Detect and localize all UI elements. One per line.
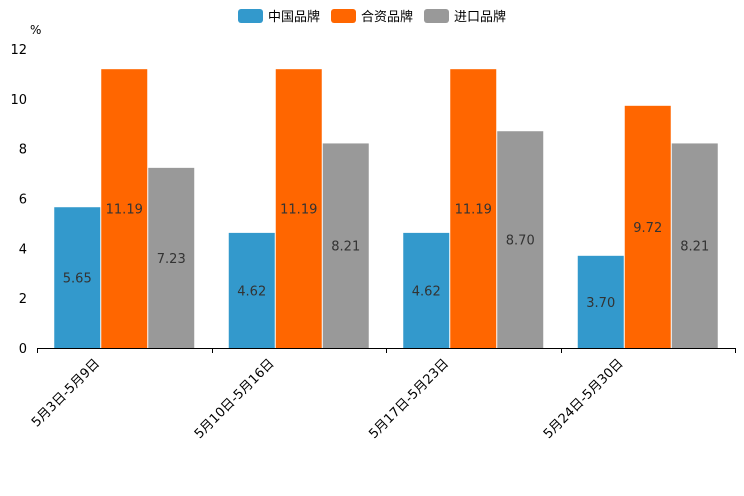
y-axis: 0 2 4 6 8 10 12 <box>10 43 27 357</box>
bar-value-label: 8.21 <box>331 240 360 255</box>
bar-value-label: 9.72 <box>633 221 662 236</box>
y-tick-label: 12 <box>10 43 27 58</box>
x-category-label: 5月17日-5月23日 <box>366 356 452 442</box>
y-tick-label: 10 <box>10 93 27 108</box>
legend-item[interactable]: 中国品牌 <box>238 9 320 25</box>
bar-value-label: 3.70 <box>586 296 615 311</box>
bar-imported-brand <box>148 167 195 348</box>
x-category-label: 5月10日-5月16日 <box>192 356 278 442</box>
bar-value-label: 4.62 <box>412 284 441 299</box>
bar-value-label: 4.62 <box>237 284 266 299</box>
bar-imported-brand <box>671 143 718 348</box>
bar-joint-venture-brand <box>101 69 148 349</box>
bar-joint-venture-brand <box>450 69 497 349</box>
legend: 中国品牌 合资品牌 进口品牌 <box>238 9 506 25</box>
y-tick-label: 4 <box>19 242 27 257</box>
bar-value-label: 7.23 <box>157 252 186 267</box>
bar-joint-venture-brand <box>275 69 322 349</box>
legend-item[interactable]: 进口品牌 <box>424 9 506 25</box>
bars-group: 5.65 11.19 7.23 4.62 11.19 8.21 4.62 11.19 8.70 3… <box>54 69 718 349</box>
legend-label: 进口品牌 <box>454 9 506 25</box>
bar-china-brand <box>577 255 624 348</box>
legend-swatch <box>331 9 356 23</box>
y-tick-label: 8 <box>19 143 27 158</box>
bar-value-label: 11.19 <box>280 203 317 218</box>
legend-swatch <box>424 9 449 23</box>
y-axis-unit-label: % <box>30 23 41 37</box>
y-tick-label: 6 <box>19 193 27 208</box>
x-axis: 5月3日-5月9日 5月10日-5月16日 5月17日-5月23日 5月24日-5月3… <box>29 348 736 442</box>
legend-swatch <box>238 9 263 23</box>
bar-value-label: 11.19 <box>455 203 492 218</box>
bar-imported-brand <box>322 143 369 348</box>
y-tick-label: 2 <box>19 292 27 307</box>
bar-imported-brand <box>497 131 544 348</box>
y-tick-label: 0 <box>19 342 27 357</box>
bar-joint-venture-brand <box>624 105 671 348</box>
legend-label: 中国品牌 <box>268 9 320 25</box>
bar-value-label: 8.70 <box>506 234 535 249</box>
bar-value-label: 5.65 <box>63 272 92 287</box>
bar-china-brand <box>403 232 450 348</box>
x-category-label: 5月24日-5月30日 <box>541 356 627 442</box>
bar-china-brand <box>228 232 275 348</box>
bar-china-brand <box>54 207 101 348</box>
x-category-label: 5月3日-5月9日 <box>29 356 103 430</box>
legend-label: 合资品牌 <box>361 9 413 25</box>
bar-value-label: 11.19 <box>106 203 143 218</box>
bar-value-label: 8.21 <box>680 240 709 255</box>
legend-item[interactable]: 合资品牌 <box>331 9 413 25</box>
